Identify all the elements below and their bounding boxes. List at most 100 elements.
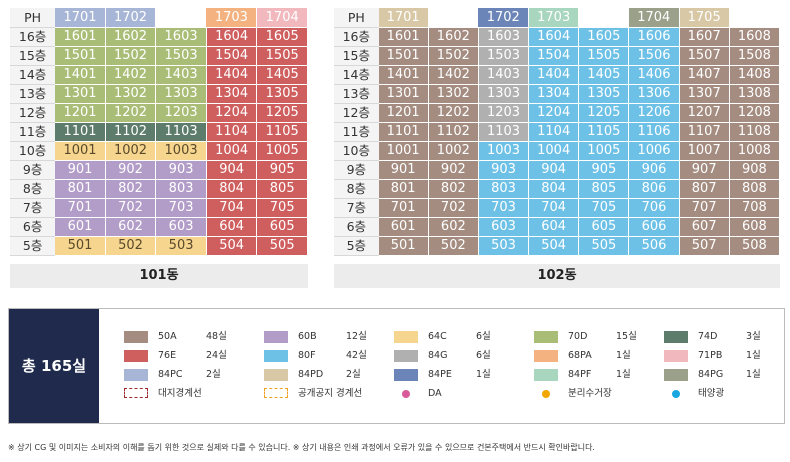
legend-count: 6실 [476,331,491,342]
unit-cell: 901 [55,160,106,180]
floor-label: 5층 [334,236,379,256]
floor-label: 7층 [10,198,56,218]
unit-cell: 1506 [628,46,680,66]
unit-cell: 504 [528,236,580,256]
unit-cell: 1502 [105,46,157,66]
unit-cell: 1103 [155,122,207,142]
floor-label: 8층 [334,179,379,199]
legend-count: 48실 [206,331,227,342]
legend-item-74D: 74D 3실 [664,331,784,343]
unit-cell: 1302 [105,84,157,104]
legend-marker-label: 대지경계선 [158,388,202,399]
floor-label: PH [10,8,56,28]
unit-cell: 1505 [256,46,308,66]
legend-count: 3실 [746,331,761,342]
empty-cell [729,8,780,28]
unit-cell: 1004 [528,141,580,161]
legend-swatch [264,350,288,362]
unit-cell: 1403 [155,65,207,85]
unit-cell: 504 [206,236,258,256]
unit-cell: 1408 [729,65,781,85]
unit-cell: 803 [155,179,207,199]
legend-item-70D: 70D 15실 [534,331,654,343]
unit-cell: 706 [628,198,680,218]
legend-swatch [124,331,148,343]
unit-cell: 708 [729,198,781,218]
unit-cell: 1108 [729,122,781,142]
unit-cell: 1703 [528,8,580,28]
legend-item-50A: 50A 48실 [124,331,244,343]
unit-cell: 1602 [105,27,157,47]
unit-cell: 1407 [679,65,730,85]
unit-cell: 805 [256,179,308,199]
legend-count: 1실 [476,369,491,380]
unit-cell: 1501 [55,46,106,66]
unit-cell: 1305 [256,84,308,104]
unit-cell: 1604 [528,27,580,47]
unit-cell: 904 [528,160,580,180]
floor-label: 16층 [10,27,56,47]
unit-cell: 1702 [478,8,530,28]
floor-label: PH [334,8,379,28]
unit-cell: 801 [55,179,106,199]
legend-code: 68PA [568,350,592,361]
unit-cell: 1202 [105,103,157,123]
floor-label: 9층 [334,160,379,180]
floor-label: 14층 [334,65,379,85]
legend-count: 1실 [616,350,631,361]
building-101-label: 101동 [10,264,308,288]
unit-cell: 1402 [428,65,479,85]
legend-item-84PD: 84PD 2실 [264,369,384,381]
unit-cell: 1004 [206,141,258,161]
floor-label: 6층 [10,217,56,237]
legend-code: 71PB [698,350,723,361]
unit-cell: 1401 [55,65,106,85]
unit-cell: 808 [729,179,781,199]
unit-cell: 1007 [679,141,730,161]
unit-cell: 1503 [155,46,207,66]
legend-swatch [664,350,688,362]
unit-cell: 602 [105,217,157,237]
unit-cell: 1404 [206,65,258,85]
legend-count: 12실 [346,331,367,342]
marker-dot-icon [672,390,680,398]
unit-cell: 1101 [55,122,106,142]
unit-cell: 501 [378,236,429,256]
legend-swatch [664,369,688,381]
unit-cell: 807 [679,179,730,199]
unit-cell: 1606 [628,27,680,47]
unit-cell: 1405 [578,65,630,85]
unit-cell: 704 [206,198,258,218]
floor-label: 11층 [10,122,56,142]
unit-cell: 1705 [679,8,730,28]
floor-label: 12층 [10,103,56,123]
unit-cell: 1306 [628,84,680,104]
unit-cell: 804 [206,179,258,199]
unit-cell: 503 [155,236,207,256]
building-102-grid: PH 1701 1702 1703 1704 1705 16층 1601 1602 1603 160… [334,8,781,256]
floor-label: 8층 [10,179,56,199]
unit-cell: 1603 [155,27,207,47]
unit-cell: 1001 [378,141,429,161]
unit-cell: 806 [628,179,680,199]
floor-label: 14층 [10,65,56,85]
legend-swatch [394,350,418,362]
unit-cell: 908 [729,160,781,180]
legend-count: 1실 [616,369,631,380]
unit-cell: 1602 [428,27,479,47]
unit-cell: 1303 [155,84,207,104]
unit-cell: 903 [478,160,530,180]
unit-cell: 905 [256,160,308,180]
floor-label: 12층 [334,103,379,123]
legend-marker-label: DA [428,388,442,399]
legend-swatch [534,350,558,362]
floor-label: 13층 [10,84,56,104]
unit-cell: 1006 [628,141,680,161]
unit-cell: 905 [578,160,630,180]
unit-cell: 1208 [729,103,781,123]
unit-cell: 1203 [155,103,207,123]
unit-cell: 1601 [378,27,429,47]
unit-cell: 601 [378,217,429,237]
marker-dot-icon [542,390,550,398]
unit-cell: 604 [206,217,258,237]
